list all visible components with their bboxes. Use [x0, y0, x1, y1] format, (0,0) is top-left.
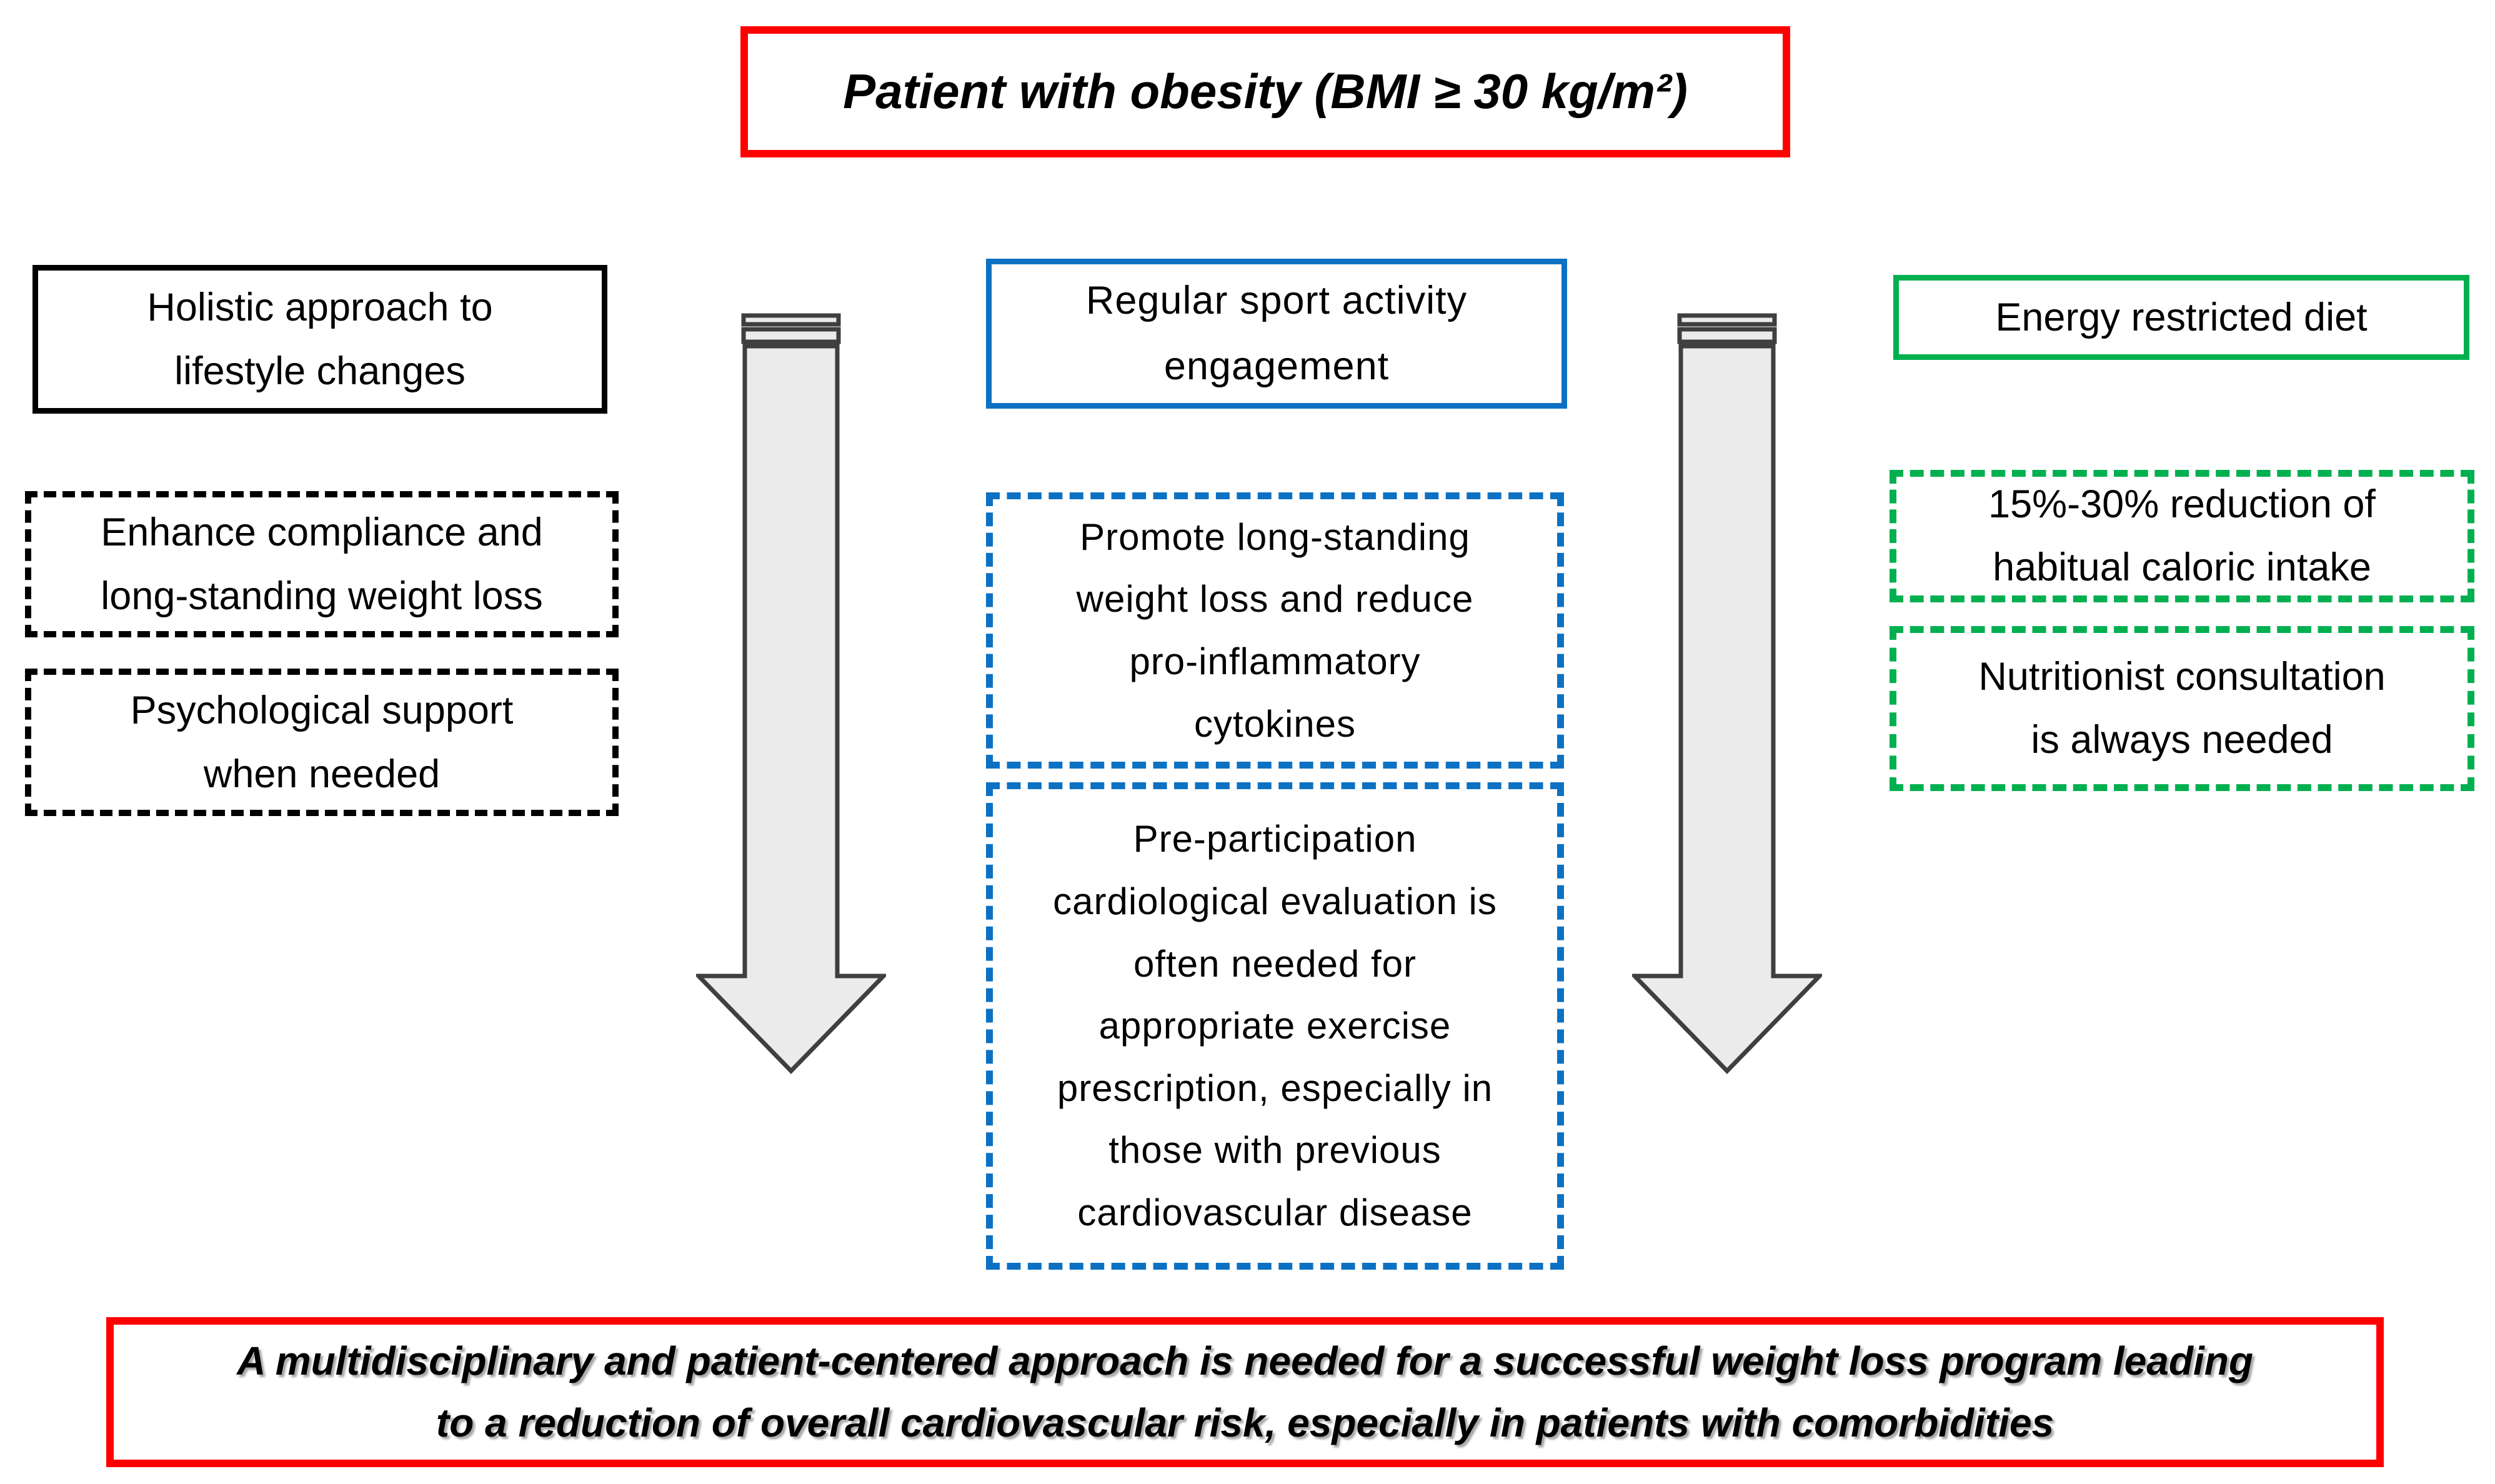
lifestyle-header-text: Holistic approach to lifestyle changes: [147, 285, 493, 393]
footer-conclusion-line-1: A multidisciplinary and patient-centered…: [237, 1338, 2253, 1383]
lifestyle-item-compliance-box: Enhance compliance and long-standing wei…: [25, 491, 619, 637]
diet-item-caloric-reduction-text: 15%-30% reduction of habitual caloric in…: [1988, 482, 2376, 589]
sport-item-cardiological-box: Pre-participation cardiological evaluati…: [986, 782, 1564, 1270]
diet-header-box: Energy restricted diet: [1893, 275, 2469, 360]
diet-header-text: Energy restricted diet: [1995, 295, 2368, 339]
arrow-body: [696, 344, 886, 1075]
arrow-stripe: [1677, 313, 1777, 327]
footer-conclusion-line-2: to a reduction of overall cardiovascular…: [436, 1400, 2054, 1445]
footer-conclusion-box: A multidisciplinary and patient-centered…: [106, 1317, 2384, 1467]
lifestyle-header-box: Holistic approach to lifestyle changes: [32, 265, 607, 414]
lifestyle-item-psychological-text: Psychological support when needed: [130, 688, 514, 796]
down-arrow-left-icon: [696, 313, 886, 1075]
lifestyle-item-psychological-box: Psychological support when needed: [25, 669, 619, 816]
down-arrow-right-icon: [1632, 313, 1822, 1075]
arrow-stripe: [1677, 327, 1777, 344]
diet-item-nutritionist-text: Nutritionist consultation is always need…: [1978, 655, 2386, 762]
lifestyle-item-compliance-text: Enhance compliance and long-standing wei…: [101, 510, 543, 618]
sport-header-box: Regular sport activity engagement: [986, 259, 1567, 409]
title-text: Patient with obesity (BMI ≥ 30 kg/m²): [843, 64, 1688, 119]
arrow-stripe: [741, 313, 841, 327]
title-box: Patient with obesity (BMI ≥ 30 kg/m²): [740, 26, 1790, 157]
arrow-stripe: [741, 327, 841, 344]
arrow-body: [1632, 344, 1822, 1075]
diet-item-caloric-reduction-box: 15%-30% reduction of habitual caloric in…: [1890, 470, 2474, 602]
sport-item-weight-loss-box: Promote long-standing weight loss and re…: [986, 492, 1564, 769]
sport-header-text: Regular sport activity engagement: [1085, 279, 1468, 388]
diet-item-nutritionist-box: Nutritionist consultation is always need…: [1890, 626, 2474, 791]
sport-item-cardiological-text: Pre-participation cardiological evaluati…: [1053, 818, 1497, 1233]
sport-item-weight-loss-text: Promote long-standing weight loss and re…: [1076, 515, 1474, 745]
